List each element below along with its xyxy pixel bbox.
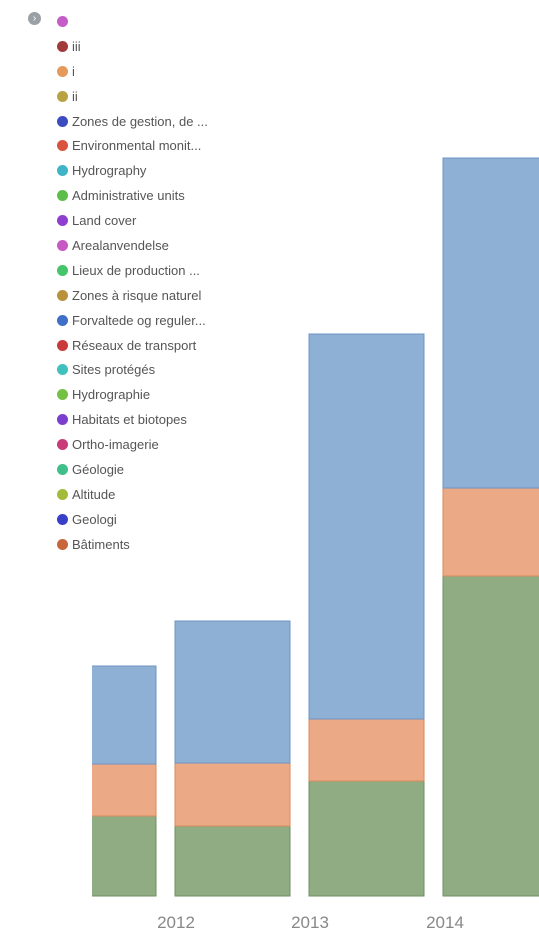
legend-label: Arealanvendelse <box>72 237 169 253</box>
x-tick-label: 2014 <box>426 913 464 932</box>
legend-dot-icon <box>57 488 68 500</box>
legend-label: Réseaux de transport <box>72 337 197 353</box>
legend-label: Habitats et biotopes <box>72 412 187 428</box>
legend-item[interactable]: iii <box>57 34 208 59</box>
legend-dot-icon <box>57 463 68 475</box>
legend-label: Bâtiments <box>72 536 130 552</box>
legend-item[interactable]: i <box>57 59 208 84</box>
legend-label: Altitude <box>72 486 116 502</box>
legend-item[interactable] <box>57 9 208 34</box>
legend-dot-icon <box>57 115 68 127</box>
legend-dot-icon <box>57 439 68 451</box>
legend-list: iii i ii Zones de gestion, de ... Environmen… <box>57 9 208 557</box>
legend-item[interactable]: Bâtiments <box>57 532 208 557</box>
bar-segment-2014-1[interactable] <box>442 487 539 577</box>
legend-item[interactable]: Lieux de production ... <box>57 258 208 283</box>
legend-label: Zones de gestion, de ... <box>72 113 208 129</box>
legend-dot-icon <box>57 40 68 52</box>
legend-label: Lieux de production ... <box>72 262 200 278</box>
legend-item[interactable]: Hydrographie <box>57 382 208 407</box>
legend-label: Land cover <box>72 213 137 229</box>
bar-segment-2014-2[interactable] <box>442 157 539 489</box>
legend-label: Forvaltede og reguler... <box>72 312 206 328</box>
legend-item[interactable]: Land cover <box>57 208 208 233</box>
legend-dot-icon <box>57 513 68 525</box>
legend-label: ii <box>72 88 78 104</box>
bar-segment-2013-0[interactable] <box>308 780 425 897</box>
chevron-right-circle-icon[interactable]: › <box>28 12 41 25</box>
plot-mask <box>0 560 92 900</box>
bar-segment-2014-0[interactable] <box>442 575 539 897</box>
bar-segment-2013-2[interactable] <box>308 333 425 720</box>
legend-dot-icon <box>57 364 68 376</box>
legend-dot-icon <box>57 289 68 301</box>
legend-label: Géologie <box>72 461 125 477</box>
legend-label: i <box>72 63 75 79</box>
legend-label: Hydrographie <box>72 387 151 403</box>
legend-dot-icon <box>57 414 68 426</box>
legend-label: Hydrography <box>72 163 147 179</box>
legend-dot-icon <box>57 339 68 351</box>
legend-item[interactable]: Réseaux de transport <box>57 333 208 358</box>
legend-item[interactable]: Environmental monit... <box>57 133 208 158</box>
legend-label: Administrative units <box>72 188 185 204</box>
legend-label: Zones à risque naturel <box>72 287 202 303</box>
legend-item[interactable]: Administrative units <box>57 183 208 208</box>
legend-dot-icon <box>57 538 68 550</box>
legend-dot-icon <box>57 215 68 227</box>
legend-label: Environmental monit... <box>72 138 202 154</box>
legend-label: iii <box>72 38 81 54</box>
legend-item[interactable]: Altitude <box>57 482 208 507</box>
legend-item[interactable]: Géologie <box>57 457 208 482</box>
legend-item[interactable]: Forvaltede og reguler... <box>57 308 208 333</box>
legend-dot-icon <box>57 239 68 251</box>
legend-item[interactable]: Zones à risque naturel <box>57 283 208 308</box>
legend-dot-icon <box>57 15 68 27</box>
legend-dot-icon <box>57 90 68 102</box>
legend-dot-icon <box>57 190 68 202</box>
legend-item[interactable]: Ortho-imagerie <box>57 432 208 457</box>
legend-label: Sites protégés <box>72 362 156 378</box>
legend-dot-icon <box>57 314 68 326</box>
legend-item[interactable]: ii <box>57 84 208 109</box>
x-tick-label: 2013 <box>291 913 329 932</box>
legend-item[interactable]: Arealanvendelse <box>57 233 208 258</box>
legend-label: Ortho-imagerie <box>72 437 159 453</box>
legend-item[interactable]: Habitats et biotopes <box>57 407 208 432</box>
legend-item[interactable]: Geologi <box>57 507 208 532</box>
bar-layer <box>0 157 539 900</box>
bar-segment-2013-1[interactable] <box>308 718 425 782</box>
legend-label: Geologi <box>72 511 117 527</box>
legend-item[interactable]: Hydrography <box>57 158 208 183</box>
legend-dot-icon <box>57 264 68 276</box>
bar-segment-2012-2[interactable] <box>174 620 291 764</box>
legend-dot-icon <box>57 140 68 152</box>
x-tick-label: 2012 <box>157 913 195 932</box>
legend-dot-icon <box>57 65 68 77</box>
bar-segment-2012-0[interactable] <box>174 825 291 897</box>
legend-dot-icon <box>57 389 68 401</box>
x-axis: 2012 2013 2014 <box>157 913 464 932</box>
legend-item[interactable]: Zones de gestion, de ... <box>57 109 208 134</box>
legend-item[interactable]: Sites protégés <box>57 357 208 382</box>
legend-dot-icon <box>57 165 68 177</box>
bar-segment-2012-1[interactable] <box>174 762 291 827</box>
